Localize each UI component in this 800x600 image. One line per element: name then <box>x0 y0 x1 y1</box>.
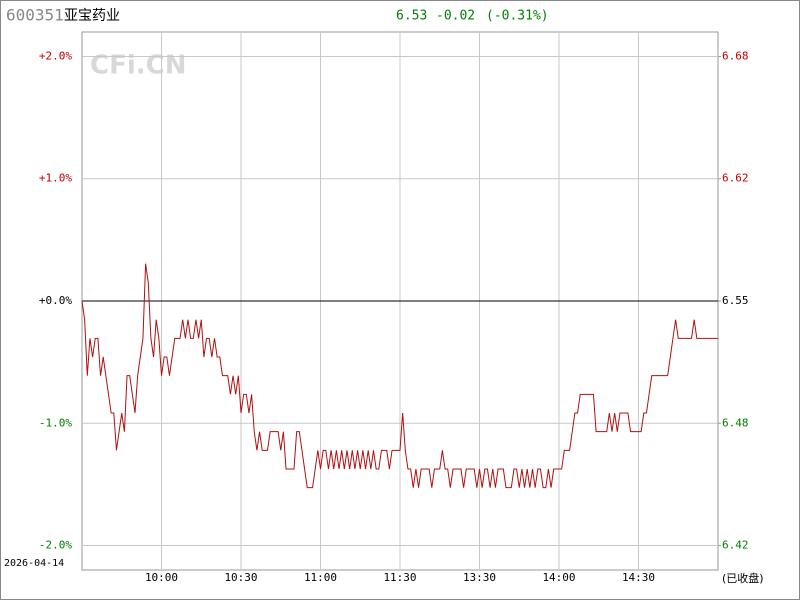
y2-tick-label: 6.48 <box>722 416 749 429</box>
x-tick-label: 14:30 <box>622 571 655 584</box>
x-tick-label: 11:30 <box>383 571 416 584</box>
y-tick-label: +2.0% <box>39 49 72 62</box>
y2-tick-label: 6.68 <box>722 49 749 62</box>
x-tick-label: 10:30 <box>224 571 257 584</box>
y2-tick-label: 6.55 <box>722 294 749 307</box>
price-change: -0.02 <box>436 9 475 24</box>
x-tick-label: 14:00 <box>542 571 575 584</box>
y-tick-label: +0.0% <box>39 294 72 307</box>
watermark: CFi.CN <box>90 51 186 81</box>
y2-tick-label: 6.62 <box>722 172 749 185</box>
last-price: 6.53 <box>396 9 427 24</box>
x-tick-label: 11:00 <box>304 571 337 584</box>
y2-tick-label: 6.42 <box>722 539 749 552</box>
y-tick-label: -2.0% <box>39 539 72 552</box>
stock-name: 亚宝药业 <box>64 8 120 24</box>
stock-code: 600351 <box>6 6 64 25</box>
price-line <box>81 263 718 489</box>
y-tick-label: +1.0% <box>39 172 72 185</box>
x-tick-label: 13:30 <box>463 571 496 584</box>
y-tick-label: -1.0% <box>39 416 72 429</box>
x-tick-label: 10:00 <box>145 571 178 584</box>
date-label: 2026-04-14 <box>4 558 64 569</box>
percent-change: (-0.31%) <box>486 9 549 24</box>
status-label: (已收盘) <box>722 571 764 585</box>
